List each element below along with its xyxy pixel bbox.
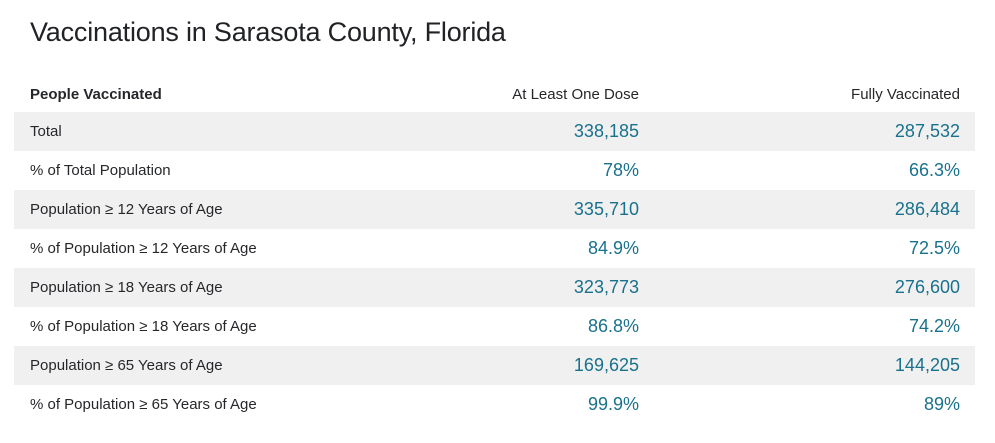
table-row: % of Total Population 78% 66.3%: [14, 151, 975, 190]
page-title: Vaccinations in Sarasota County, Florida: [30, 17, 506, 47]
fully-vaccinated-value: 144,205: [894, 355, 960, 375]
row-label: % of Population ≥ 12 Years of Age: [30, 240, 257, 257]
fully-vaccinated-value: 74.2%: [908, 316, 960, 336]
table-header: People Vaccinated At Least One Dose Full…: [14, 86, 975, 112]
row-label: Total: [30, 123, 62, 140]
table-row: % of Population ≥ 12 Years of Age 84.9% …: [14, 229, 975, 268]
column-header-at-least-one-dose: At Least One Dose: [512, 86, 639, 103]
fully-vaccinated-value: 286,484: [894, 199, 960, 219]
table-row: % of Population ≥ 18 Years of Age 86.8% …: [14, 307, 975, 346]
table-row: Population ≥ 65 Years of Age 169,625 144…: [14, 346, 975, 385]
one-dose-value: 99.9%: [587, 394, 639, 414]
one-dose-value: 86.8%: [587, 316, 639, 336]
vaccination-table: People Vaccinated At Least One Dose Full…: [14, 86, 975, 424]
fully-vaccinated-value: 66.3%: [908, 160, 960, 180]
table-row: % of Population ≥ 65 Years of Age 99.9% …: [14, 385, 975, 424]
row-label: Population ≥ 65 Years of Age: [30, 357, 223, 374]
one-dose-value: 338,185: [573, 121, 639, 141]
table-body: Total 338,185 287,532 % of Total Populat…: [14, 112, 975, 424]
table-row: Population ≥ 18 Years of Age 323,773 276…: [14, 268, 975, 307]
row-label: Population ≥ 12 Years of Age: [30, 201, 223, 218]
one-dose-value: 78%: [602, 160, 639, 180]
one-dose-value: 84.9%: [587, 238, 639, 258]
one-dose-value: 169,625: [573, 355, 639, 375]
fully-vaccinated-value: 72.5%: [908, 238, 960, 258]
column-header-fully-vaccinated: Fully Vaccinated: [851, 86, 960, 103]
one-dose-value: 335,710: [573, 199, 639, 219]
fully-vaccinated-value: 287,532: [894, 121, 960, 141]
header-row: People Vaccinated At Least One Dose Full…: [14, 86, 975, 112]
fully-vaccinated-value: 276,600: [894, 277, 960, 297]
column-header-people-vaccinated: People Vaccinated: [30, 86, 162, 103]
row-label: Population ≥ 18 Years of Age: [30, 279, 223, 296]
fully-vaccinated-value: 89%: [923, 394, 960, 414]
one-dose-value: 323,773: [573, 277, 639, 297]
row-label: % of Population ≥ 65 Years of Age: [30, 396, 257, 413]
row-label: % of Population ≥ 18 Years of Age: [30, 318, 257, 335]
row-label: % of Total Population: [30, 162, 171, 179]
table-row: Total 338,185 287,532: [14, 112, 975, 151]
table-row: Population ≥ 12 Years of Age 335,710 286…: [14, 190, 975, 229]
